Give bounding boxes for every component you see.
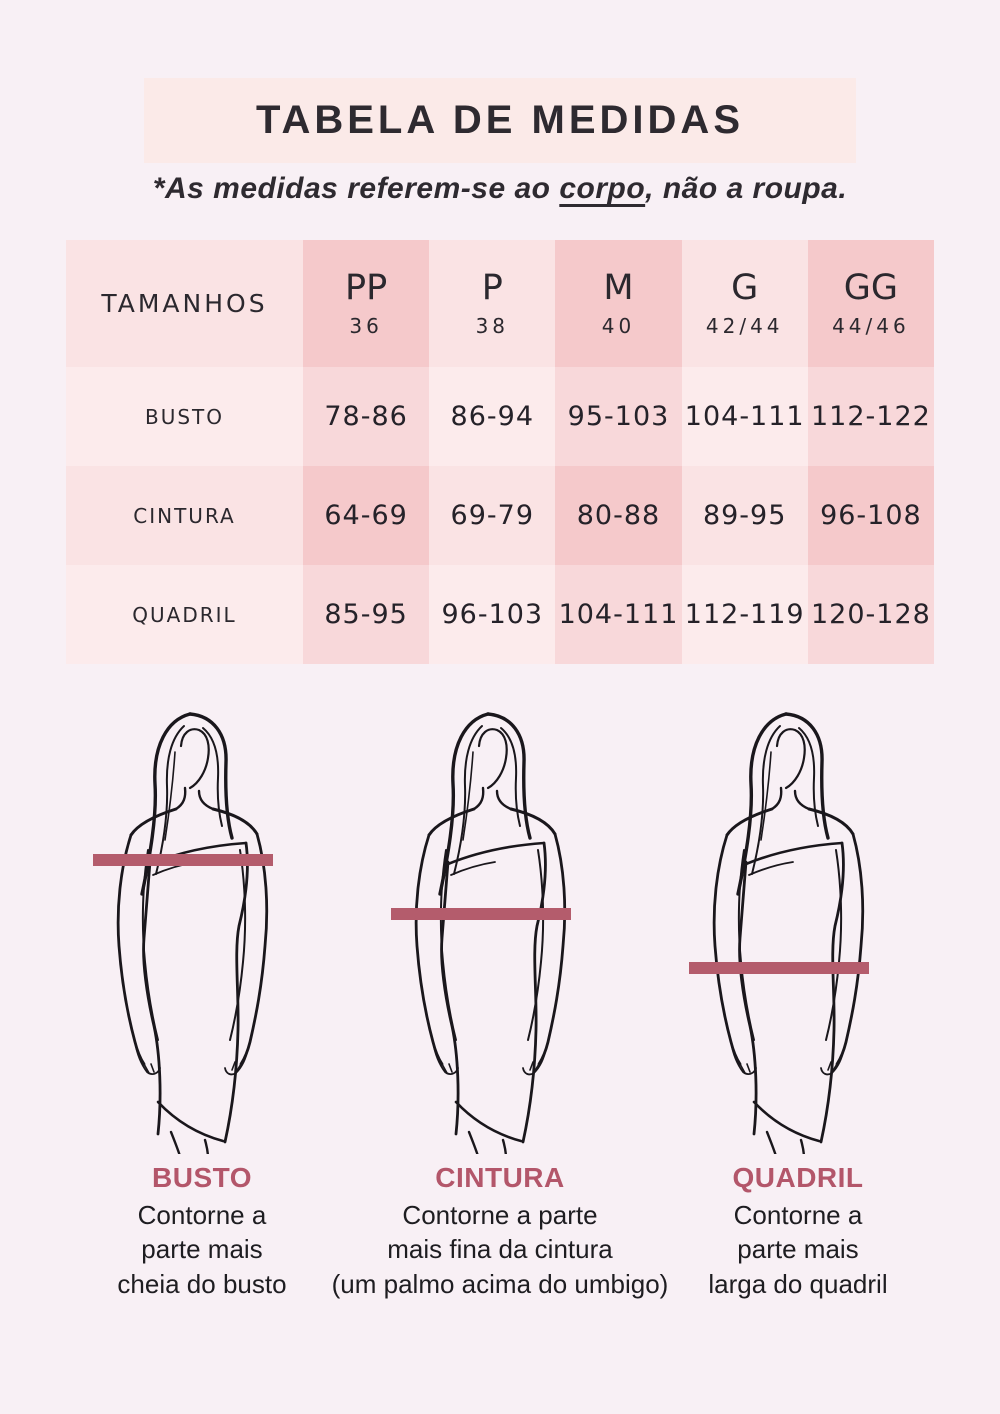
row-label: BUSTO [144, 404, 224, 429]
measurement-value: 69-79 [450, 500, 535, 531]
subtitle-prefix: *As medidas referem-se ao [152, 172, 560, 205]
measurement-value: 120-128 [810, 599, 931, 630]
page-title: TABELA DE MEDIDAS [256, 98, 744, 142]
row-label-busto: BUSTO [66, 367, 303, 466]
cell-busto-p: 86-94 [429, 367, 556, 466]
figure-description-cintura: Contorne a parte mais fina da cintura (u… [331, 1200, 669, 1299]
woman-figure-bust-illustration [93, 712, 273, 1154]
row-label: CINTURA [133, 503, 236, 528]
measurement-value: 80-88 [576, 500, 661, 531]
size-number: 40 [601, 314, 636, 339]
cell-busto-m: 95-103 [555, 367, 682, 466]
cell-quadril-p: 96-103 [429, 565, 556, 664]
cell-quadril-m: 104-111 [555, 565, 682, 664]
size-letter: G [731, 267, 759, 308]
measurement-value: 104-111 [558, 599, 679, 630]
measurement-figures: BUSTO Contorne a parte mais cheia do bus… [0, 704, 1000, 1301]
cell-quadril-g: 112-119 [681, 565, 808, 664]
cell-quadril-pp: 85-95 [303, 565, 430, 664]
figure-heading-quadril: QUADRIL [732, 1162, 864, 1193]
cell-cintura-gg: 96-108 [807, 466, 934, 565]
measurement-value: 85-95 [324, 599, 408, 630]
row-label: QUADRIL [132, 602, 237, 627]
measurement-value: 78-86 [324, 401, 408, 432]
cell-cintura-g: 89-95 [681, 466, 808, 565]
column-header-g: G 42/44 [681, 240, 808, 367]
column-header-p: P 38 [429, 240, 556, 367]
cell-busto-g: 104-111 [681, 367, 808, 466]
subtitle-underlined-word: corpo [559, 172, 646, 205]
figure-description-quadril: Contorne a parte mais larga do quadril [708, 1200, 888, 1299]
figure-column-cintura: CINTURA Contorne a parte mais fina da ci… [332, 704, 668, 1301]
size-letter: GG [843, 267, 899, 308]
column-header-gg: GG 44/46 [807, 240, 934, 367]
size-letter: M [603, 267, 634, 308]
size-number: 42/44 [705, 314, 784, 339]
measurement-value: 89-95 [702, 500, 787, 531]
column-header-m: M 40 [555, 240, 682, 367]
cell-cintura-p: 69-79 [429, 466, 556, 565]
measurement-value: 64-69 [324, 500, 408, 531]
cell-cintura-pp: 64-69 [303, 466, 430, 565]
cell-cintura-m: 80-88 [555, 466, 682, 565]
cell-busto-gg: 112-122 [807, 367, 934, 466]
figure-heading-busto: BUSTO [152, 1162, 252, 1193]
measurement-value: 104-111 [684, 401, 805, 432]
table-corner-cell: TAMANHOS [66, 240, 303, 367]
measurement-value: 112-119 [684, 599, 805, 630]
cell-quadril-gg: 120-128 [807, 565, 934, 664]
figure-description-busto: Contorne a parte mais cheia do busto [117, 1200, 287, 1299]
cell-busto-pp: 78-86 [303, 367, 430, 466]
bust-measure-bar [93, 854, 273, 866]
woman-figure-waist-illustration [391, 712, 571, 1154]
figure-column-quadril: QUADRIL Contorne a parte mais larga do q… [673, 704, 923, 1301]
size-letter: P [481, 267, 503, 308]
size-table: TAMANHOS PP 36 P 38 M 40 G 42/44 GG 44/4… [66, 240, 934, 664]
subtitle-note: *As medidas referem-se ao corpo, não a r… [0, 172, 1000, 206]
waist-measure-bar [391, 908, 571, 920]
figure-column-busto: BUSTO Contorne a parte mais cheia do bus… [77, 704, 327, 1301]
column-header-pp: PP 36 [303, 240, 430, 367]
size-number: 44/46 [832, 314, 910, 339]
size-letter: PP [344, 267, 388, 308]
subtitle-suffix: , não a roupa. [645, 172, 848, 205]
size-number: 38 [475, 314, 510, 339]
measurement-value: 96-103 [441, 599, 544, 630]
woman-figure-hip-illustration [689, 712, 869, 1154]
measurement-value: 96-108 [820, 500, 922, 531]
measurement-value: 86-94 [450, 401, 535, 432]
title-band: TABELA DE MEDIDAS [144, 78, 856, 163]
corner-label: TAMANHOS [101, 289, 268, 318]
size-number: 36 [349, 314, 383, 339]
row-label-quadril: QUADRIL [66, 565, 303, 664]
figure-heading-cintura: CINTURA [435, 1162, 565, 1193]
measurement-value: 112-122 [810, 401, 931, 432]
row-label-cintura: CINTURA [66, 466, 303, 565]
hip-measure-bar [689, 962, 869, 974]
measurement-value: 95-103 [567, 401, 670, 432]
